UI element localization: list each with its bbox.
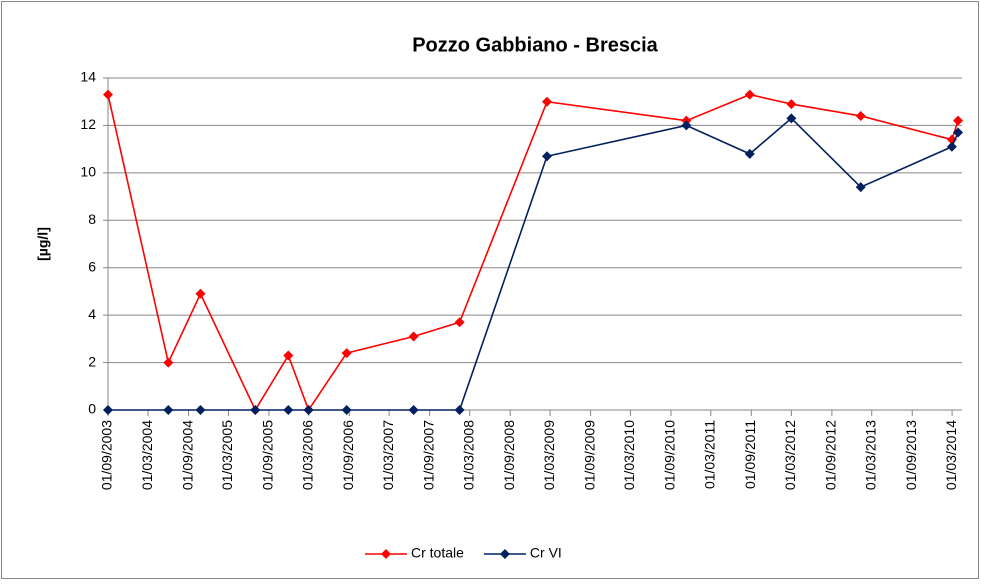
y-tick-label: 2 bbox=[88, 353, 96, 369]
x-tick-label: 01/03/2008 bbox=[460, 420, 476, 490]
x-tick-label: 01/03/2011 bbox=[702, 420, 718, 489]
point-marker bbox=[454, 317, 465, 328]
point-marker bbox=[855, 182, 866, 193]
y-tick-label: 6 bbox=[88, 258, 96, 274]
point-marker bbox=[953, 127, 964, 138]
series-line bbox=[108, 117, 959, 411]
point-marker bbox=[341, 348, 352, 359]
x-tick-label: 01/03/2013 bbox=[862, 420, 878, 490]
point-marker bbox=[341, 405, 352, 415]
legend-marker bbox=[499, 549, 510, 559]
point-marker bbox=[163, 357, 174, 368]
point-marker bbox=[408, 405, 419, 415]
x-tick-label: 01/09/2008 bbox=[501, 420, 517, 490]
chart-title: Pozzo Gabbiano - Brescia bbox=[412, 34, 658, 56]
y-tick-label: 4 bbox=[88, 306, 96, 322]
point-marker bbox=[744, 89, 755, 100]
x-tick-label: 01/09/2005 bbox=[260, 420, 276, 490]
x-tick-label: 01/03/2007 bbox=[380, 420, 396, 490]
point-marker bbox=[283, 405, 294, 415]
legend-label: Cr VI bbox=[530, 545, 562, 561]
x-tick-label: 01/09/2006 bbox=[340, 420, 356, 490]
y-axis-label: [µg/l] bbox=[35, 227, 51, 261]
x-tick-label: 01/09/2012 bbox=[823, 420, 839, 490]
point-marker bbox=[195, 405, 206, 415]
series-line bbox=[107, 93, 959, 412]
point-marker bbox=[946, 141, 957, 152]
x-tick-label: 01/09/2009 bbox=[581, 420, 597, 490]
point-marker bbox=[163, 405, 174, 415]
point-marker bbox=[283, 350, 294, 361]
x-tick-label: 01/09/2007 bbox=[420, 420, 436, 490]
y-tick-label: 0 bbox=[88, 401, 96, 417]
x-tick-label: 01/09/2003 bbox=[99, 420, 115, 490]
x-tick-label: 01/03/2014 bbox=[943, 420, 959, 490]
x-tick-label: 01/09/2011 bbox=[742, 420, 758, 489]
legend-label: Cr totale bbox=[411, 545, 464, 561]
point-marker bbox=[103, 405, 113, 415]
point-marker bbox=[786, 99, 797, 110]
point-marker bbox=[103, 89, 113, 100]
point-marker bbox=[541, 151, 552, 162]
point-marker bbox=[250, 405, 261, 415]
y-tick-label: 12 bbox=[80, 116, 96, 132]
x-tick-label: 01/03/2012 bbox=[782, 420, 798, 490]
point-marker bbox=[454, 405, 465, 415]
legend-marker bbox=[381, 549, 391, 559]
x-tick-label: 01/03/2005 bbox=[219, 420, 235, 490]
y-tick-label: 8 bbox=[88, 211, 96, 227]
point-marker bbox=[408, 331, 419, 342]
point-marker bbox=[541, 96, 552, 107]
point-marker bbox=[681, 120, 692, 131]
point-marker bbox=[953, 115, 964, 126]
x-tick-label: 01/03/2006 bbox=[299, 420, 315, 490]
point-marker bbox=[855, 110, 866, 121]
point-marker bbox=[195, 288, 206, 299]
y-tick-label: 14 bbox=[80, 69, 96, 85]
x-tick-label: 01/09/2013 bbox=[903, 420, 919, 490]
point-marker bbox=[744, 148, 755, 159]
x-tick-label: 01/03/2009 bbox=[541, 420, 557, 490]
x-tick-label: 01/03/2010 bbox=[621, 420, 637, 490]
point-marker bbox=[303, 405, 314, 415]
y-tick-label: 10 bbox=[80, 164, 96, 180]
x-tick-label: 01/03/2004 bbox=[139, 420, 155, 490]
point-marker bbox=[786, 113, 797, 124]
x-tick-label: 01/09/2010 bbox=[662, 420, 678, 490]
x-tick-label: 01/09/2004 bbox=[179, 420, 195, 490]
